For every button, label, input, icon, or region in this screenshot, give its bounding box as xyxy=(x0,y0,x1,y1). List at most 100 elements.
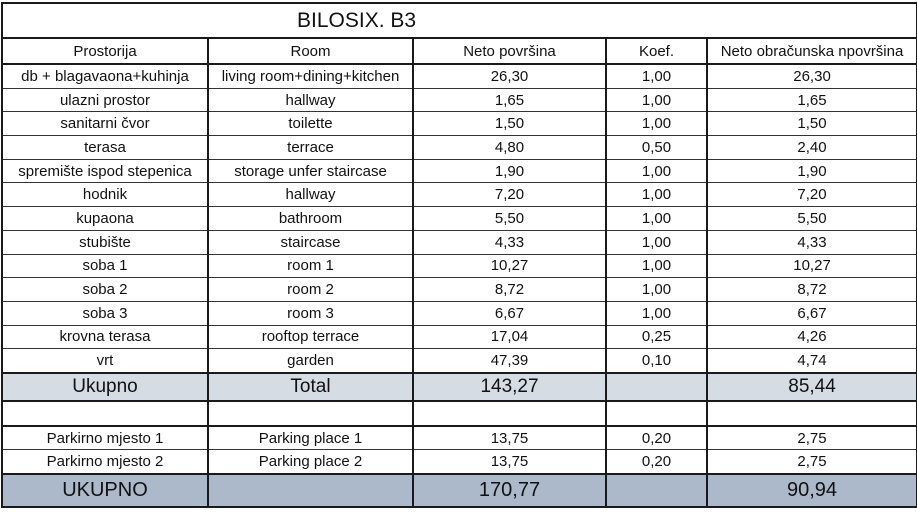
table-cell: terrace xyxy=(207,135,414,160)
table-row: soba 1 room 1 10,27 1,00 10,27 xyxy=(1,253,917,279)
table-cell: 8,72 xyxy=(412,277,607,302)
table-cell: 5,50 xyxy=(412,206,607,231)
header-neto-obracunska: Neto obračunska npovršina xyxy=(705,37,917,65)
table-row: sanitarni čvor toilette 1,50 1,00 1,50 xyxy=(1,111,917,137)
table-cell: terasa xyxy=(1,135,209,160)
table-row: stubište staircase 4,33 1,00 4,33 xyxy=(1,229,917,255)
table-cell: 1,00 xyxy=(605,253,708,279)
table-cell: 4,33 xyxy=(705,229,917,255)
table-cell: bathroom xyxy=(207,206,414,231)
table-cell: 17,04 xyxy=(412,324,607,350)
table-cell: toilette xyxy=(207,111,414,137)
table-cell: Total xyxy=(207,371,414,402)
table-row: terasa terrace 4,80 0,50 2,40 xyxy=(1,135,917,160)
table-row: soba 2 room 2 8,72 1,00 8,72 xyxy=(1,277,917,302)
table-cell: soba 2 xyxy=(1,277,209,302)
table-cell: 1,90 xyxy=(705,158,917,184)
table-cell: 13,75 xyxy=(412,424,607,451)
table-cell: 4,33 xyxy=(412,229,607,255)
table-cell: 1,00 xyxy=(605,63,708,89)
table-row: kupaona bathroom 5,50 1,00 5,50 xyxy=(1,206,917,231)
table-cell: 90,94 xyxy=(705,472,917,508)
table-cell: 170,77 xyxy=(412,472,607,508)
table-cell xyxy=(605,399,708,427)
table-cell: stubište xyxy=(1,229,209,255)
table-cell: ulazni prostor xyxy=(1,87,209,113)
table-cell: room 1 xyxy=(207,253,414,279)
table-cell: 6,67 xyxy=(705,300,917,326)
total-row: Ukupno Total 143,27 85,44 xyxy=(1,371,917,402)
table-cell: 1,00 xyxy=(605,158,708,184)
table-cell: sanitarni čvor xyxy=(1,111,209,137)
table-cell: 26,30 xyxy=(705,63,917,89)
table-cell: 2,75 xyxy=(705,449,917,475)
table-cell: Ukupno xyxy=(1,371,209,402)
table-cell xyxy=(207,472,414,508)
parking-row: Parkirno mjesto 2 Parking place 2 13,75 0,2… xyxy=(1,449,917,475)
table-cell: 5,50 xyxy=(705,206,917,231)
header-row: Prostorija Room Neto površina Koef. Neto… xyxy=(1,37,917,65)
title-row: BILOSIX. B3 xyxy=(0,2,917,39)
table-cell: 47,39 xyxy=(412,348,607,374)
empty-row xyxy=(1,399,917,427)
table-title: BILOSIX. B3 xyxy=(0,2,917,39)
table-cell: garden xyxy=(207,348,414,374)
table-cell: Parking place 2 xyxy=(207,449,414,475)
table-cell: 1,00 xyxy=(605,206,708,231)
table-cell: 7,20 xyxy=(412,182,607,208)
area-table: BILOSIX. B3 Prostorija Room Neto površin… xyxy=(0,2,917,508)
table-cell: hallway xyxy=(207,87,414,113)
table-row: krovna terasa rooftop terrace 17,04 0,25 4,2… xyxy=(1,324,917,350)
table-cell: Parking place 1 xyxy=(207,424,414,451)
table-cell: 2,75 xyxy=(705,424,917,451)
table-cell: 0,25 xyxy=(605,324,708,350)
table-cell: 4,74 xyxy=(705,348,917,374)
table-cell: 7,20 xyxy=(705,182,917,208)
table-cell xyxy=(605,472,708,508)
grand-total-row: UKUPNO 170,77 90,94 xyxy=(1,472,917,508)
table-cell: 1,65 xyxy=(705,87,917,113)
table-cell: 26,30 xyxy=(412,63,607,89)
table-cell xyxy=(605,371,708,402)
table-cell: soba 1 xyxy=(1,253,209,279)
table-row: vrt garden 47,39 0,10 4,74 xyxy=(1,348,917,374)
table-cell: 143,27 xyxy=(412,371,607,402)
table-cell: 0,10 xyxy=(605,348,708,374)
table-cell: staircase xyxy=(207,229,414,255)
table-cell xyxy=(1,399,209,427)
header-neto-povrsina: Neto površina xyxy=(412,37,607,65)
table-cell: Parkirno mjesto 1 xyxy=(1,424,209,451)
table-cell: spremište ispod stepenica xyxy=(1,158,209,184)
table-cell: krovna terasa xyxy=(1,324,209,350)
table-cell: 1,50 xyxy=(412,111,607,137)
table-cell xyxy=(207,399,414,427)
table-cell: 13,75 xyxy=(412,449,607,475)
table-cell: 1,00 xyxy=(605,111,708,137)
table-cell: 1,00 xyxy=(605,277,708,302)
table-cell: 1,00 xyxy=(605,182,708,208)
parking-row: Parkirno mjesto 1 Parking place 1 13,75 0,2… xyxy=(1,424,917,451)
table-cell: 1,00 xyxy=(605,300,708,326)
table-cell: room 3 xyxy=(207,300,414,326)
table-cell: room 2 xyxy=(207,277,414,302)
table-cell: 0,20 xyxy=(605,424,708,451)
table-cell: rooftop terrace xyxy=(207,324,414,350)
table-row: db + blagavaona+kuhinja living room+dinin… xyxy=(1,63,917,89)
table-cell: hodnik xyxy=(1,182,209,208)
table-cell: 0,50 xyxy=(605,135,708,160)
table-cell: soba 3 xyxy=(1,300,209,326)
table-cell: 10,27 xyxy=(412,253,607,279)
table-cell: 85,44 xyxy=(705,371,917,402)
table-cell: 1,65 xyxy=(412,87,607,113)
table-cell: 8,72 xyxy=(705,277,917,302)
table-cell: hallway xyxy=(207,182,414,208)
table-cell: 0,20 xyxy=(605,449,708,475)
table-cell: 4,26 xyxy=(705,324,917,350)
table-cell: 10,27 xyxy=(705,253,917,279)
table-cell xyxy=(705,399,917,427)
table-cell: 1,90 xyxy=(412,158,607,184)
table-cell: 1,50 xyxy=(705,111,917,137)
table-cell: vrt xyxy=(1,348,209,374)
table-row: ulazni prostor hallway 1,65 1,00 1,65 xyxy=(1,87,917,113)
table-cell: 2,40 xyxy=(705,135,917,160)
